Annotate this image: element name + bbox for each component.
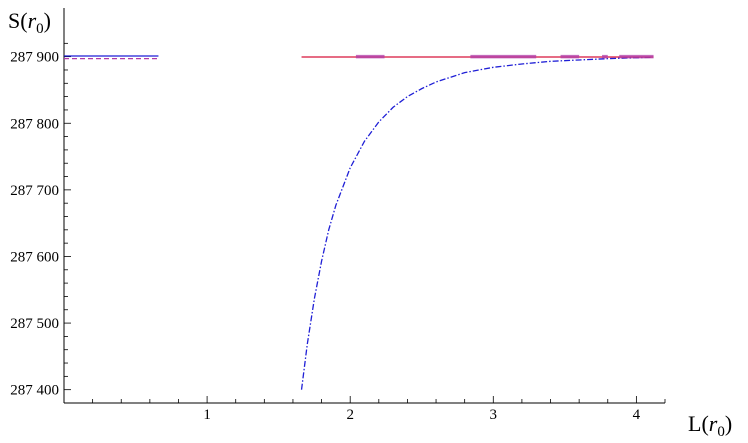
axis-title-variable: r [28,8,37,33]
axis-title-suffix: ) [44,8,51,33]
y-tick-label: 287 800 [10,116,59,132]
y-tick-label: 287 500 [10,316,59,332]
axis-title-subscript: 0 [36,21,44,37]
x-tick-label: 1 [203,407,211,423]
x-axis-title: L(r0) [688,411,732,440]
x-tick-label: 3 [490,407,498,423]
y-tick-label: 287 400 [10,383,59,399]
y-tick-label: 287 700 [10,183,59,199]
y-tick-label: 287 900 [10,50,59,66]
axis-title-variable: r [709,411,718,436]
series-layer [64,54,654,390]
axis-title-prefix: S( [8,8,28,33]
axis-title-prefix: L( [688,411,709,436]
y-ticks: 287 400 287 500 287 600 287 700 287 800 287 9… [10,42,71,404]
x-ticks: 1 2 3 4 [92,396,666,423]
x-tick-label: 4 [633,407,641,423]
axes [63,8,665,404]
axis-title-subscript: 0 [717,424,725,440]
y-tick-label: 287 600 [10,249,59,265]
series-0-line [300,56,651,390]
x-tick-label: 2 [346,407,354,423]
axis-title-suffix: ) [725,411,732,436]
y-axis-title: S(r0) [8,8,51,37]
